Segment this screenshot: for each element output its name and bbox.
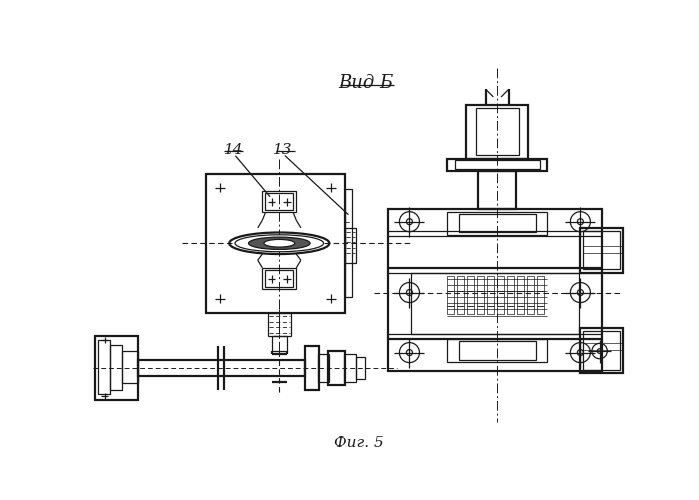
Bar bbox=[122, 351, 138, 384]
Text: Вид Б: Вид Б bbox=[339, 74, 394, 92]
Bar bbox=[447, 212, 547, 235]
Bar bbox=[467, 276, 474, 291]
Bar bbox=[583, 231, 621, 270]
Bar bbox=[266, 270, 293, 287]
Bar bbox=[110, 345, 122, 390]
Ellipse shape bbox=[264, 240, 295, 247]
Bar bbox=[538, 291, 545, 306]
Bar bbox=[507, 276, 514, 291]
Bar bbox=[138, 360, 305, 376]
Bar bbox=[447, 158, 547, 171]
Bar bbox=[477, 306, 484, 314]
Bar bbox=[411, 272, 579, 334]
Bar bbox=[345, 190, 352, 297]
Bar bbox=[477, 276, 484, 291]
Bar bbox=[447, 291, 454, 306]
Bar bbox=[262, 191, 296, 212]
Text: Фиг. 5: Фиг. 5 bbox=[333, 436, 384, 450]
Text: 13: 13 bbox=[273, 143, 293, 157]
Bar bbox=[477, 291, 484, 306]
Bar bbox=[455, 160, 540, 170]
Bar bbox=[527, 291, 534, 306]
Ellipse shape bbox=[235, 235, 324, 252]
Bar bbox=[266, 193, 293, 210]
Bar bbox=[527, 276, 534, 291]
Bar bbox=[457, 291, 464, 306]
Bar bbox=[345, 228, 356, 262]
Bar bbox=[467, 306, 474, 314]
Bar bbox=[487, 306, 494, 314]
Bar bbox=[457, 276, 464, 291]
Bar bbox=[457, 306, 464, 314]
Bar bbox=[475, 108, 519, 156]
Bar bbox=[517, 276, 524, 291]
Bar bbox=[478, 171, 517, 209]
Bar bbox=[447, 306, 454, 314]
Bar bbox=[583, 331, 621, 370]
Bar bbox=[344, 354, 356, 382]
Bar bbox=[517, 291, 524, 306]
Bar bbox=[538, 306, 545, 314]
Bar bbox=[580, 228, 623, 272]
Bar bbox=[206, 174, 345, 312]
Bar bbox=[356, 357, 365, 379]
Bar bbox=[447, 276, 454, 291]
Bar bbox=[272, 336, 287, 351]
Text: 14: 14 bbox=[224, 143, 244, 157]
Bar bbox=[447, 338, 547, 362]
Bar bbox=[318, 354, 329, 382]
Bar bbox=[517, 306, 524, 314]
Bar bbox=[538, 276, 545, 291]
Bar bbox=[262, 268, 296, 289]
Bar bbox=[580, 328, 623, 372]
Ellipse shape bbox=[249, 237, 310, 250]
Bar bbox=[459, 341, 535, 359]
Bar bbox=[466, 104, 528, 158]
Bar bbox=[95, 336, 138, 400]
Bar bbox=[497, 276, 504, 291]
Bar bbox=[459, 214, 535, 233]
Bar bbox=[487, 276, 494, 291]
Bar bbox=[527, 306, 534, 314]
Bar bbox=[268, 312, 291, 336]
Bar bbox=[305, 346, 319, 390]
Bar bbox=[507, 291, 514, 306]
Bar bbox=[497, 291, 504, 306]
Bar bbox=[328, 351, 345, 385]
Bar bbox=[467, 291, 474, 306]
Bar bbox=[98, 340, 110, 394]
Bar bbox=[487, 291, 494, 306]
Bar bbox=[507, 306, 514, 314]
Bar bbox=[388, 210, 602, 371]
Bar bbox=[497, 306, 504, 314]
